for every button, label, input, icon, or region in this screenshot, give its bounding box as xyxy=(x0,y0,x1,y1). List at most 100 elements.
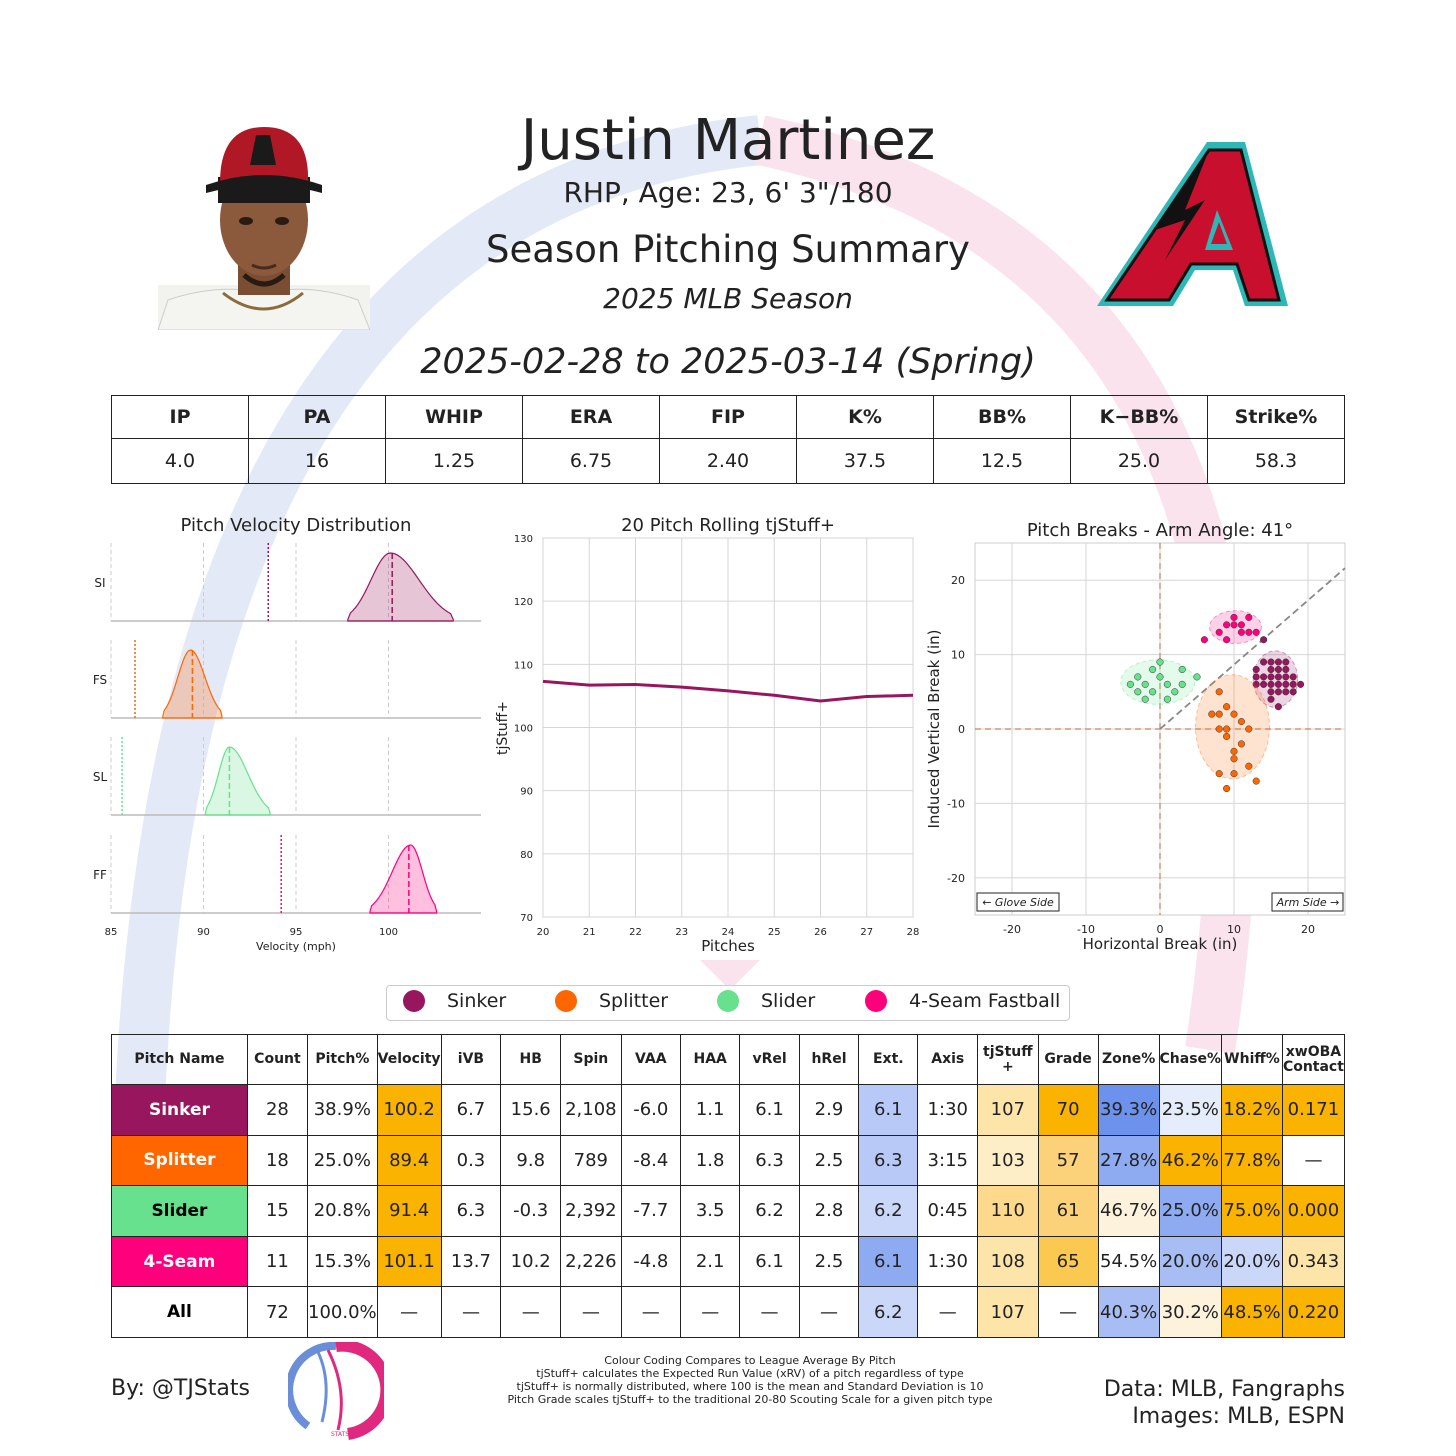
annotation-box xyxy=(976,892,1060,912)
stat-value-cell: 25.0 xyxy=(1070,438,1208,484)
logo-text: STATS xyxy=(331,1431,349,1438)
tick-label: 95 xyxy=(290,927,303,938)
table-cell: 25.0% xyxy=(307,1134,378,1187)
table-cell: 107 xyxy=(977,1084,1039,1136)
table-cell: 30.2% xyxy=(1158,1286,1223,1338)
pitch-point xyxy=(1171,688,1179,696)
pitch-point xyxy=(1260,658,1268,666)
table-cell: 75.0% xyxy=(1221,1185,1283,1237)
row-label: SL xyxy=(93,770,108,784)
pitch-point xyxy=(1141,695,1149,703)
author-credit: By: @TJStats xyxy=(111,1376,251,1401)
chart-title: Pitch Velocity Distribution xyxy=(181,515,412,536)
pitch-ellipse xyxy=(1195,674,1271,780)
table-cell: 6.2 xyxy=(858,1286,919,1338)
pitch-point xyxy=(1215,628,1223,636)
pitch-point xyxy=(1163,680,1171,688)
table-cell: 61 xyxy=(1037,1185,1099,1237)
tick-label: -10 xyxy=(947,797,965,810)
table-cell: 1.8 xyxy=(680,1134,741,1187)
legend-item-sinker: Sinker xyxy=(403,990,506,1012)
table-cell: -8.4 xyxy=(620,1134,682,1187)
y-axis-label: tjStuff+ xyxy=(495,701,511,755)
table-cell: 3.5 xyxy=(680,1185,741,1237)
table-cell: 70 xyxy=(1037,1084,1099,1136)
pitch-legend: Sinker Splitter Slider 4-Seam Fastball xyxy=(386,985,1070,1021)
stat-value-cell: 12.5 xyxy=(933,438,1071,484)
pitch-point xyxy=(1267,688,1275,696)
velocity-density-area xyxy=(369,844,438,914)
tick-label: 23 xyxy=(675,927,688,938)
pitch-table-header-cell: Axis xyxy=(917,1034,979,1085)
table-cell: 0.000 xyxy=(1281,1185,1346,1237)
pitch-point xyxy=(1274,665,1282,674)
pitch-point xyxy=(1230,613,1238,621)
table-cell: -6.0 xyxy=(620,1084,682,1136)
table-row: 4-Seam 11 15.3% 101.1 13.7 10.2 2,226 -4.8 2.1 6.… xyxy=(111,1235,1346,1288)
velocity-distribution-chart: Pitch Velocity Distribution SI FS SL FF 85 90 9… xyxy=(93,515,481,953)
pitch-point xyxy=(1282,688,1290,696)
velocity-density-area xyxy=(347,552,454,622)
pitch-table-header-cell: VAA xyxy=(620,1034,682,1085)
stat-value-cell: 2.40 xyxy=(659,438,797,484)
rolling-tjstuff-chart: 20 Pitch Rolling tjStuff+ 20 21 22 23 24 25 26 2… xyxy=(495,515,919,955)
pitch-point xyxy=(1215,770,1223,778)
legend-dot-icon xyxy=(555,990,577,1012)
pitch-point xyxy=(1141,680,1149,688)
pitch-point xyxy=(1223,636,1231,644)
pitch-point xyxy=(1282,658,1290,666)
table-cell: 108 xyxy=(977,1235,1039,1288)
pitch-point xyxy=(1215,688,1223,696)
table-cell: 3:15 xyxy=(917,1134,979,1187)
pitch-table-header-cell: tjStuff + xyxy=(977,1034,1039,1085)
table-cell: 2.5 xyxy=(798,1134,860,1187)
tick-label: 0 xyxy=(958,723,965,736)
table-cell: — xyxy=(680,1286,741,1338)
table-cell: 0:45 xyxy=(917,1185,979,1237)
table-cell: 40.3% xyxy=(1097,1286,1160,1338)
source-credits: Data: MLB, Fangraphs Images: MLB, ESPN xyxy=(1000,1376,1345,1430)
stat-header-cell: K−BB% xyxy=(1070,395,1208,439)
pitch-table-header-cell: Whiff% xyxy=(1221,1034,1283,1085)
table-cell: 0.171 xyxy=(1281,1084,1346,1136)
table-cell: 6.1 xyxy=(858,1084,919,1136)
tick-label: 120 xyxy=(514,597,533,608)
stat-table-values: 4.0 16 1.25 6.75 2.40 37.5 12.5 25.0 58.3 xyxy=(111,438,1345,484)
table-cell: — xyxy=(560,1286,622,1338)
pitch-point xyxy=(1274,658,1282,666)
table-cell: 48.5% xyxy=(1221,1286,1283,1338)
table-cell: — xyxy=(917,1286,979,1338)
legend-label: Sinker xyxy=(447,990,507,1012)
table-cell: 6.2 xyxy=(739,1185,800,1237)
season-label: 2025 MLB Season xyxy=(603,282,853,315)
glove-side-label: ← Glove Side xyxy=(982,896,1054,909)
table-cell: 2.9 xyxy=(798,1084,860,1136)
pitch-point xyxy=(1178,665,1186,674)
table-cell: 2.8 xyxy=(798,1185,860,1237)
table-cell: 6.7 xyxy=(440,1084,502,1136)
table-cell: 25.0% xyxy=(1158,1185,1223,1237)
pitch-name-cell: All xyxy=(111,1286,248,1338)
pitch-point xyxy=(1163,695,1171,703)
legend-dot-icon xyxy=(403,990,425,1012)
legend-item-splitter: Splitter xyxy=(555,990,668,1012)
footer-note: Pitch Grade scales tjStuff+ to the tradi… xyxy=(507,1393,993,1406)
row-label: FF xyxy=(93,868,107,882)
table-cell: — xyxy=(376,1286,442,1338)
pitch-table-header-cell: HAA xyxy=(680,1034,741,1085)
x-axis-label: Pitches xyxy=(701,937,755,955)
pitch-table-header-cell: Velocity xyxy=(376,1034,442,1085)
pitch-point xyxy=(1267,680,1275,688)
pitch-point xyxy=(1245,628,1253,636)
tick-label: 90 xyxy=(197,927,210,938)
stat-header-cell: Strike% xyxy=(1207,395,1345,439)
pitch-table-header-cell: Ext. xyxy=(858,1034,919,1085)
legend-label: Splitter xyxy=(599,990,669,1012)
tick-label: -20 xyxy=(1003,923,1021,936)
tick-label: 20 xyxy=(1301,923,1315,936)
pitch-point xyxy=(1252,665,1260,674)
table-cell: 13.7 xyxy=(440,1235,502,1288)
tick-label: 130 xyxy=(514,534,533,545)
tick-label: 90 xyxy=(520,787,533,798)
tick-label: 26 xyxy=(814,927,827,938)
